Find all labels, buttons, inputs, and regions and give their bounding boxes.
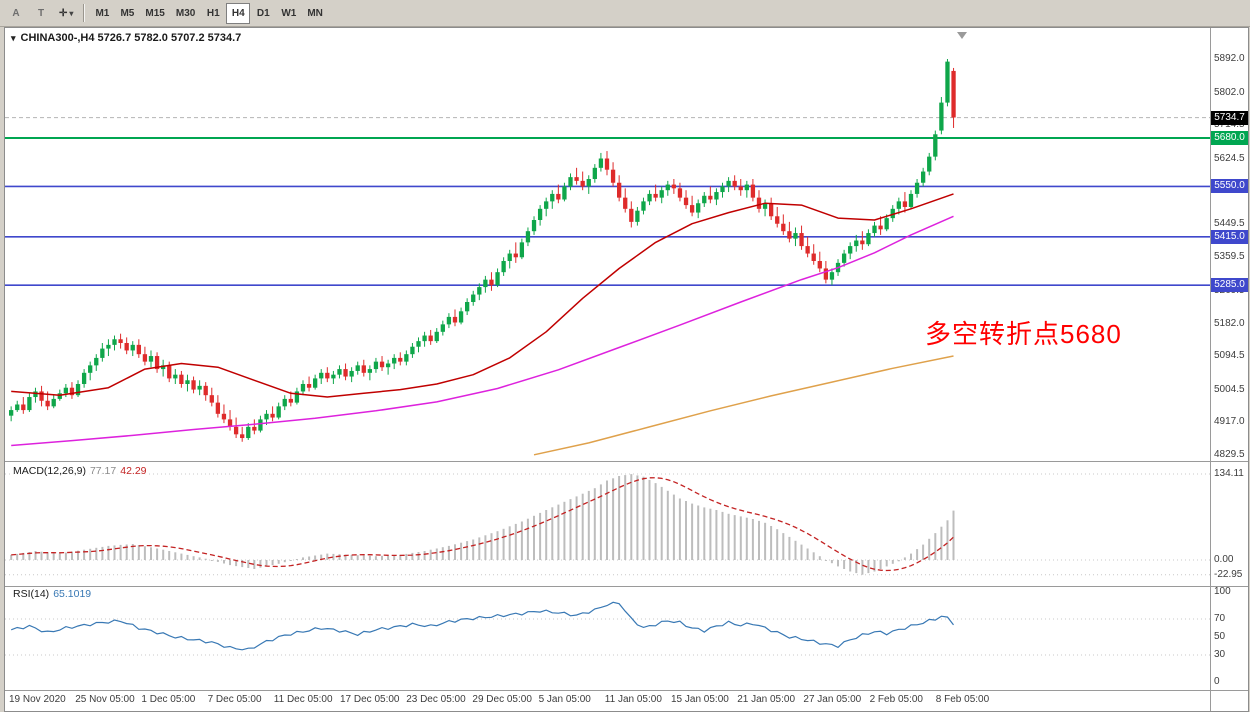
tf-button-h4[interactable]: H4 bbox=[226, 2, 251, 24]
tf-button-w1[interactable]: W1 bbox=[276, 3, 301, 24]
annotate-tool-button[interactable]: A bbox=[4, 3, 28, 24]
macd-signal-line bbox=[11, 477, 954, 572]
price-axis-label: 5714.5 bbox=[1214, 119, 1245, 131]
chart-canvas[interactable] bbox=[5, 28, 1248, 711]
price-axis-label: 4917.0 bbox=[1214, 416, 1245, 428]
tf-button-h1[interactable]: H1 bbox=[201, 3, 225, 24]
price-axis-label: 5004.5 bbox=[1214, 383, 1245, 395]
macd-axis-label: -22.95 bbox=[1214, 568, 1243, 580]
time-label: 11 Jan 05:00 bbox=[604, 694, 662, 705]
tf-button-m30[interactable]: M30 bbox=[171, 3, 200, 24]
rsi-axis-label: 50 bbox=[1214, 631, 1226, 642]
ma-line-slow-orange bbox=[533, 355, 954, 456]
price-axis-label: 5892.0 bbox=[1214, 53, 1245, 64]
time-label: 11 Dec 05:00 bbox=[273, 694, 333, 705]
time-label: 17 Dec 05:00 bbox=[340, 694, 400, 705]
chevron-down-icon: ▾ bbox=[69, 8, 74, 18]
toolbar-separator bbox=[83, 4, 86, 22]
time-label: 5 Jan 05:00 bbox=[538, 694, 591, 705]
chart-annotation: 多空转折点5680 bbox=[925, 319, 1122, 349]
price-axis-label: 5802.0 bbox=[1214, 86, 1245, 98]
price-axis-label: 4829.5 bbox=[1214, 448, 1245, 460]
price-badge-5415.0[interactable]: 5415.0 bbox=[1211, 229, 1248, 244]
ma-line-mid-magenta bbox=[11, 215, 954, 447]
symbol-dropdown-icon[interactable]: ▾ bbox=[11, 32, 16, 43]
tf-button-m1[interactable]: M1 bbox=[90, 3, 114, 24]
price-badge-5550.0[interactable]: 5550.0 bbox=[1211, 179, 1248, 194]
macd-value-main: 77.17 bbox=[89, 465, 117, 477]
rsi-name: RSI(14) bbox=[13, 588, 50, 600]
price-axis[interactable]: 5892.05802.05714.55624.55537.05449.55359… bbox=[1210, 28, 1248, 711]
cursor-tool-dropdown[interactable]: ✛ ▾ bbox=[54, 3, 78, 24]
macd-label: MACD(12,26,9) 77.17 42.29 bbox=[11, 465, 149, 477]
macd-histogram bbox=[10, 474, 955, 575]
rsi-axis-label: 70 bbox=[1214, 613, 1226, 624]
tf-button-mn[interactable]: MN bbox=[302, 3, 328, 24]
tf-button-m5[interactable]: M5 bbox=[115, 3, 139, 24]
price-badge-5285.0[interactable]: 5285.0 bbox=[1211, 278, 1248, 293]
rsi-value: 65.1019 bbox=[53, 588, 92, 600]
chart-title: CHINA300-,H4 5726.7 5782.0 5707.2 5734.7 bbox=[20, 32, 242, 44]
rsi-axis-label: 30 bbox=[1214, 649, 1226, 660]
time-label: 8 Feb 05:00 bbox=[935, 694, 990, 705]
time-axis[interactable]: 19 Nov 2020 25 Nov 05:00 1 Dec 05:00 7 Dec … bbox=[5, 692, 1210, 710]
ma-line-fast-red bbox=[11, 193, 954, 398]
time-label: 27 Jan 05:00 bbox=[803, 694, 862, 705]
tf-button-m15[interactable]: M15 bbox=[140, 3, 169, 24]
time-label: 21 Jan 05:00 bbox=[737, 694, 796, 705]
time-label: 29 Dec 05:00 bbox=[472, 694, 532, 705]
time-axis-separator bbox=[5, 690, 1248, 691]
tf-button-d1[interactable]: D1 bbox=[251, 3, 275, 24]
price-axis-label: 5182.0 bbox=[1214, 317, 1245, 329]
price-axis-label: 5094.5 bbox=[1214, 350, 1245, 362]
chart-window: ▾ CHINA300-,H4 5726.7 5782.0 5707.2 5734… bbox=[4, 27, 1249, 712]
text-tool-button[interactable]: T bbox=[29, 3, 53, 24]
macd-axis-label: 134.11 bbox=[1214, 468, 1244, 480]
chart-shift-marker[interactable] bbox=[957, 32, 967, 39]
time-label: 1 Dec 05:00 bbox=[141, 694, 196, 705]
time-label: 25 Nov 05:00 bbox=[75, 694, 135, 705]
price-axis-label: 5359.5 bbox=[1214, 251, 1245, 263]
time-label: 7 Dec 05:00 bbox=[207, 694, 262, 705]
candles-layer bbox=[9, 59, 956, 442]
rsi-label: RSI(14) 65.1019 bbox=[11, 588, 94, 600]
price-badge-5680.0[interactable]: 5680.0 bbox=[1211, 131, 1248, 145]
rsi-axis-label: 0 bbox=[1214, 676, 1220, 687]
time-label: 15 Jan 05:00 bbox=[671, 694, 729, 705]
toolbar: A T ✛ ▾ M1 M5 M15 M30 H1 H4 D1 W1 MN bbox=[0, 0, 1250, 27]
time-label: 19 Nov 2020 bbox=[9, 694, 66, 705]
price-axis-label: 5624.5 bbox=[1214, 152, 1245, 164]
chart-title-row: ▾ CHINA300-,H4 5726.7 5782.0 5707.2 5734… bbox=[11, 32, 241, 44]
time-label: 2 Feb 05:00 bbox=[869, 694, 923, 705]
crosshair-icon: ✛ bbox=[59, 7, 68, 19]
panel-separator-macd[interactable] bbox=[5, 461, 1248, 462]
current-price-badge: 5734.7 bbox=[1211, 110, 1248, 125]
panel-separator-rsi[interactable] bbox=[5, 586, 1248, 587]
rsi-line bbox=[10, 601, 954, 651]
price-axis-label: 5449.5 bbox=[1214, 217, 1245, 229]
rsi-axis-label: 100 bbox=[1214, 586, 1231, 597]
macd-value-signal: 42.29 bbox=[120, 465, 147, 477]
macd-axis-label: 0.00 bbox=[1214, 554, 1234, 565]
time-label: 23 Dec 05:00 bbox=[406, 694, 466, 705]
macd-name: MACD(12,26,9) bbox=[13, 465, 86, 477]
